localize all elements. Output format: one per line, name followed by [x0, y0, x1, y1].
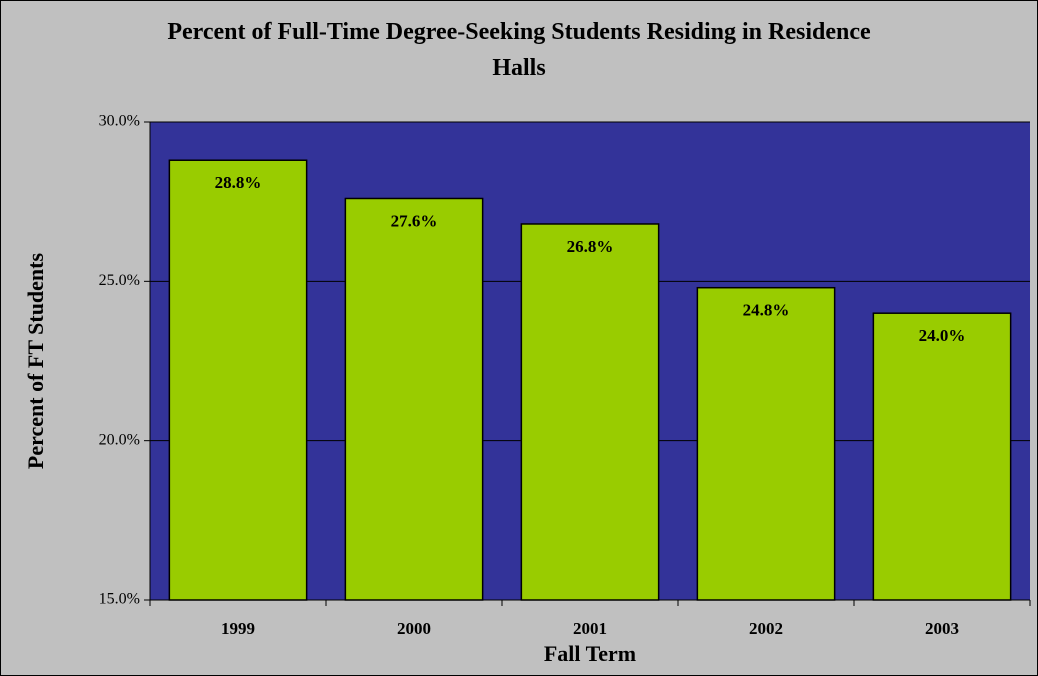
x-tick-label: 2003 — [925, 619, 959, 638]
x-axis-label: Fall Term — [544, 641, 636, 666]
y-axis-label: Percent of FT Students — [23, 253, 48, 470]
y-tick-label: 15.0% — [99, 591, 140, 608]
data-label: 26.8% — [567, 237, 614, 256]
y-tick-label: 30.0% — [99, 113, 140, 130]
data-label: 24.8% — [743, 301, 790, 320]
bar — [872, 312, 1012, 601]
x-tick-label: 2000 — [397, 619, 431, 638]
x-tick-label: 2002 — [749, 619, 783, 638]
bar — [520, 223, 660, 601]
y-tick-label: 25.0% — [99, 272, 140, 289]
data-label: 24.0% — [919, 326, 966, 345]
data-label: 28.8% — [215, 173, 262, 192]
bar — [344, 197, 484, 601]
x-tick-label: 1999 — [221, 619, 255, 638]
bar — [168, 159, 308, 601]
x-tick-label: 2001 — [573, 619, 607, 638]
data-label: 27.6% — [391, 211, 438, 230]
bar — [696, 286, 836, 601]
chart-title: Percent of Full-Time Degree-Seeking Stud… — [167, 19, 871, 81]
y-tick-label: 20.0% — [99, 431, 140, 448]
